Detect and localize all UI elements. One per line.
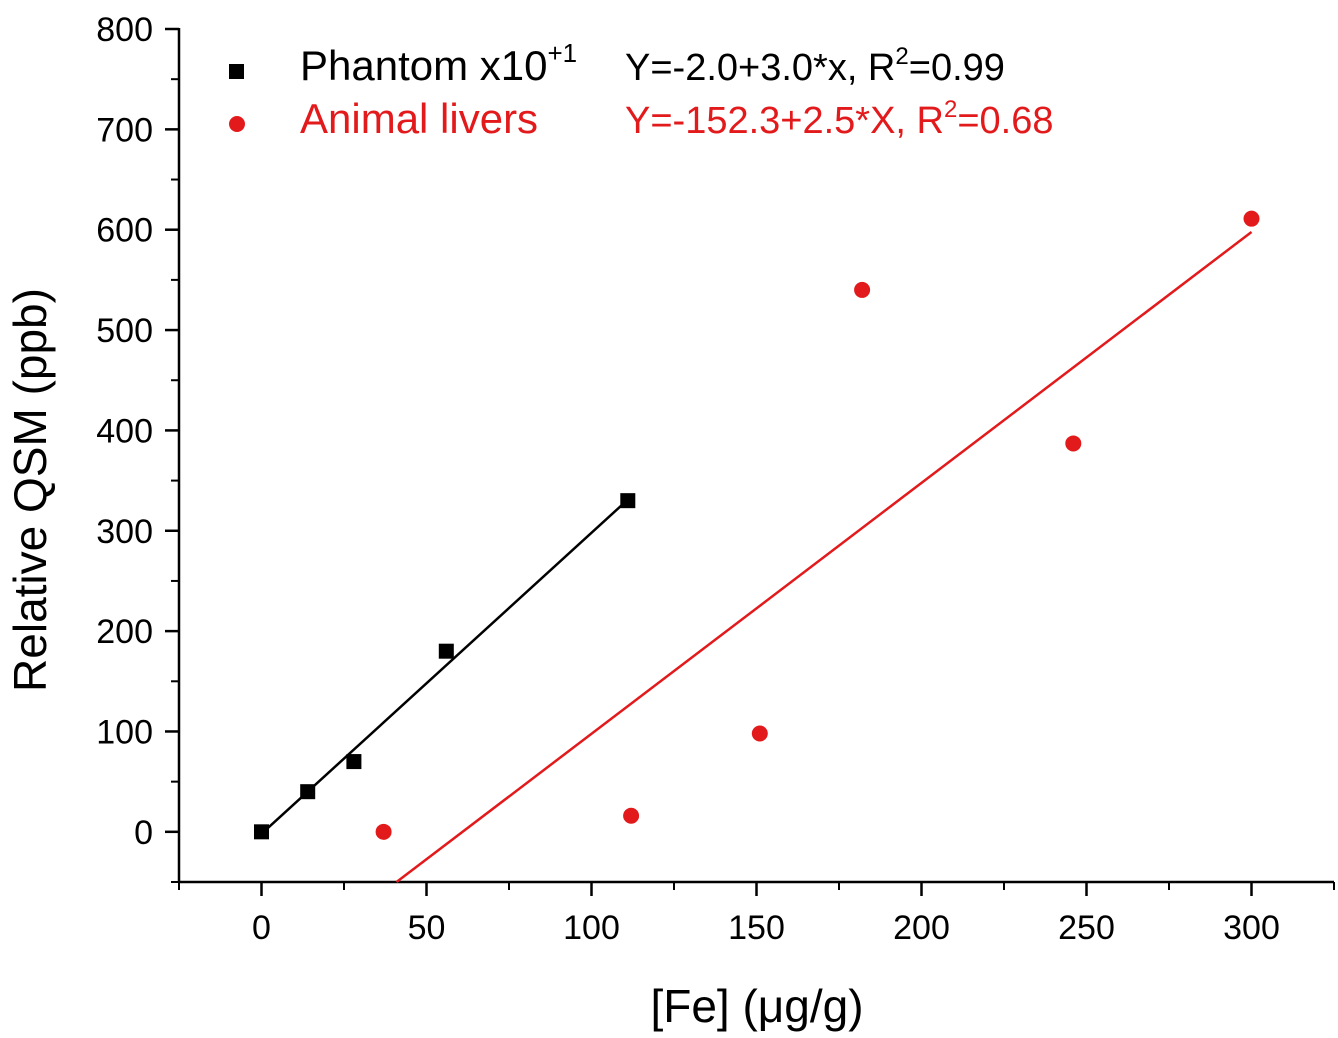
data-point-series-0-4 (620, 493, 636, 509)
fit-line-series-1 (395, 231, 1253, 883)
legend-equation-series-0: Y=-2.0+3.0*x, R2=0.99 (625, 43, 1005, 89)
x-tick-label: 200 (893, 909, 950, 947)
legend-name-series-0: Phantom x10+1 (300, 38, 577, 89)
data-point-series-1-2 (751, 725, 768, 742)
x-tick-label: 50 (408, 909, 446, 947)
data-point-series-0-1 (300, 784, 316, 800)
data-point-series-0-2 (346, 754, 362, 770)
x-tick-label: 0 (252, 909, 271, 947)
legend-marker-series-1 (229, 116, 245, 132)
data-points (254, 210, 1260, 840)
legend-equation-series-1: Y=-152.3+2.5*X, R2=0.68 (625, 96, 1054, 142)
legend-marker-series-0 (229, 64, 244, 79)
y-tick-label: 200 (96, 613, 153, 651)
fit-line-series-0 (260, 498, 629, 835)
y-tick-label: 700 (96, 111, 153, 149)
data-point-series-1-5 (1243, 210, 1260, 227)
data-point-series-1-0 (375, 823, 392, 840)
x-tick-label: 250 (1058, 909, 1115, 947)
fit-lines (260, 231, 1253, 883)
y-tick-label: 800 (96, 11, 153, 49)
y-tick-label: 400 (96, 412, 153, 450)
legend-name-series-1: Animal livers (300, 95, 538, 142)
axes: 0 100 200 300 400 500 600 700 800 0 50 100 150 200 250… (96, 11, 1335, 947)
x-axis-label: [Fe] (μg/g) (650, 980, 863, 1032)
y-tick-label: 0 (134, 814, 153, 852)
x-tick-label: 150 (728, 909, 785, 947)
legend: Phantom x10+1 Y=-2.0+3.0*x, R2=0.99 Animal… (229, 38, 1054, 142)
y-tick-label: 300 (96, 513, 153, 551)
data-point-series-0-0 (254, 824, 269, 840)
data-point-series-1-4 (1065, 435, 1082, 452)
data-point-series-1-3 (854, 281, 871, 298)
data-point-series-0-3 (438, 643, 454, 659)
x-tick-label: 300 (1223, 909, 1280, 947)
y-tick-label: 600 (96, 212, 153, 250)
x-tick-label: 100 (563, 909, 620, 947)
y-axis-label: Relative QSM (ppb) (4, 288, 56, 692)
y-tick-label: 500 (96, 312, 153, 350)
data-point-series-1-1 (623, 807, 640, 824)
y-tick-label: 100 (96, 713, 153, 751)
